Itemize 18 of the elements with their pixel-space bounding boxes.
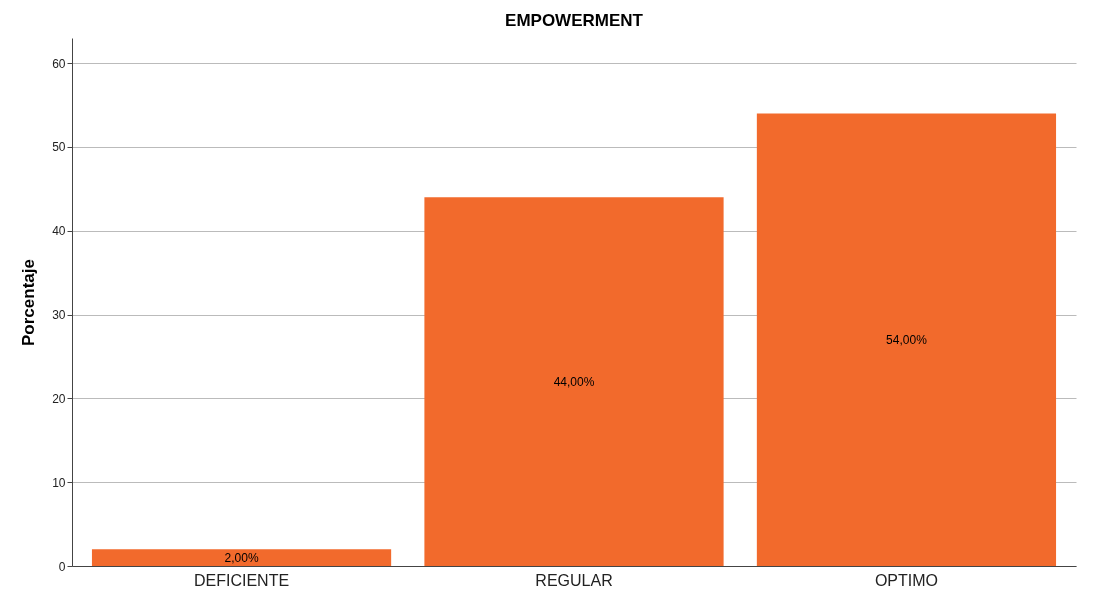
- bar: [424, 197, 724, 566]
- chart-title: EMPOWERMENT: [505, 11, 644, 30]
- data-label: 54,00%: [886, 332, 928, 347]
- y-tick-label: 10: [52, 475, 66, 490]
- x-tick-label: OPTIMO: [874, 571, 939, 589]
- bar: [91, 549, 392, 566]
- y-tick-label: 50: [52, 140, 66, 155]
- y-tick-label: 20: [52, 391, 66, 406]
- y-tick-label: 40: [52, 224, 66, 239]
- x-tick-label: DEFICIENTE: [193, 571, 290, 589]
- x-tick-label: REGULAR: [535, 571, 613, 589]
- y-tick-label: 30: [52, 308, 66, 323]
- bar: [756, 113, 1057, 566]
- data-label: 44,00%: [553, 374, 595, 389]
- data-label: 2,00%: [224, 550, 259, 565]
- y-tick-label: 0: [58, 559, 66, 574]
- y-tick-label: 60: [52, 56, 66, 71]
- y-axis-title: Porcentaje: [19, 259, 39, 346]
